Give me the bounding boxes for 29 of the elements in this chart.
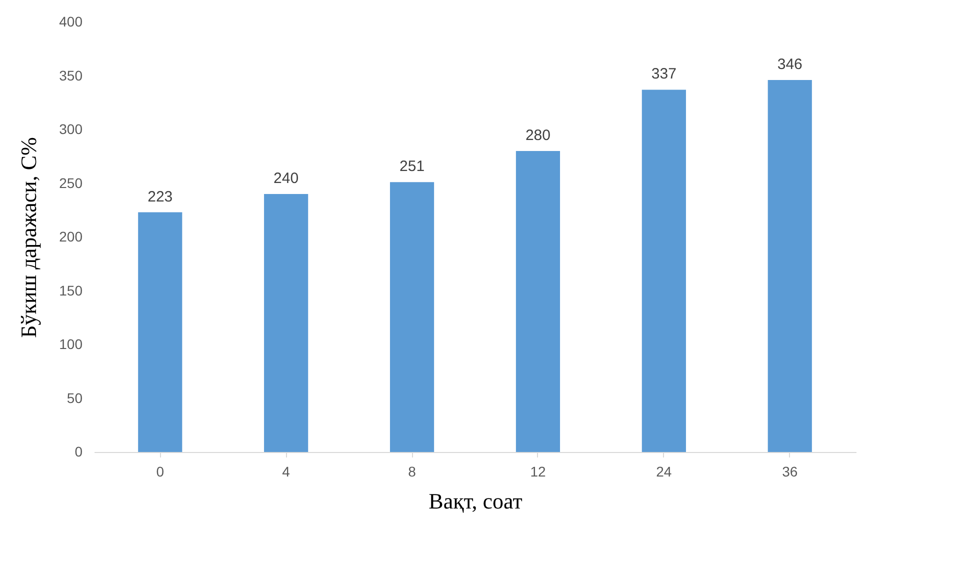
- data-label: 251: [400, 158, 425, 176]
- data-label: 223: [148, 188, 173, 206]
- x-axis-title: Вақт, соат: [428, 488, 523, 514]
- bar: [768, 80, 812, 452]
- y-tick-label: 150: [59, 282, 83, 298]
- data-label: 280: [525, 127, 550, 144]
- x-tick-label: 0: [156, 464, 164, 480]
- data-label: 346: [777, 56, 802, 74]
- data-label: 337: [651, 66, 676, 83]
- y-tick-label: 0: [74, 444, 83, 460]
- bar: [138, 212, 182, 452]
- bar: [642, 90, 686, 452]
- y-tick-label: 200: [59, 228, 83, 244]
- y-tick-label: 300: [59, 121, 83, 137]
- x-tick-label: 8: [408, 464, 416, 480]
- bar: [390, 182, 434, 452]
- y-tick-label: 100: [59, 336, 83, 352]
- y-axis-title: Бўкиш даражаси, С%: [16, 137, 42, 338]
- y-tick-label: 350: [59, 67, 83, 84]
- x-tick-label: 4: [282, 464, 290, 480]
- bar: [516, 151, 560, 452]
- y-tick-label: 400: [59, 14, 83, 30]
- data-label: 240: [274, 170, 299, 187]
- x-tick-label: 36: [782, 464, 798, 480]
- y-tick-label: 250: [59, 174, 83, 191]
- x-tick-label: 24: [656, 464, 672, 480]
- y-tick-label: 50: [66, 390, 83, 406]
- x-tick-label: 12: [530, 464, 546, 480]
- bar: [264, 194, 308, 452]
